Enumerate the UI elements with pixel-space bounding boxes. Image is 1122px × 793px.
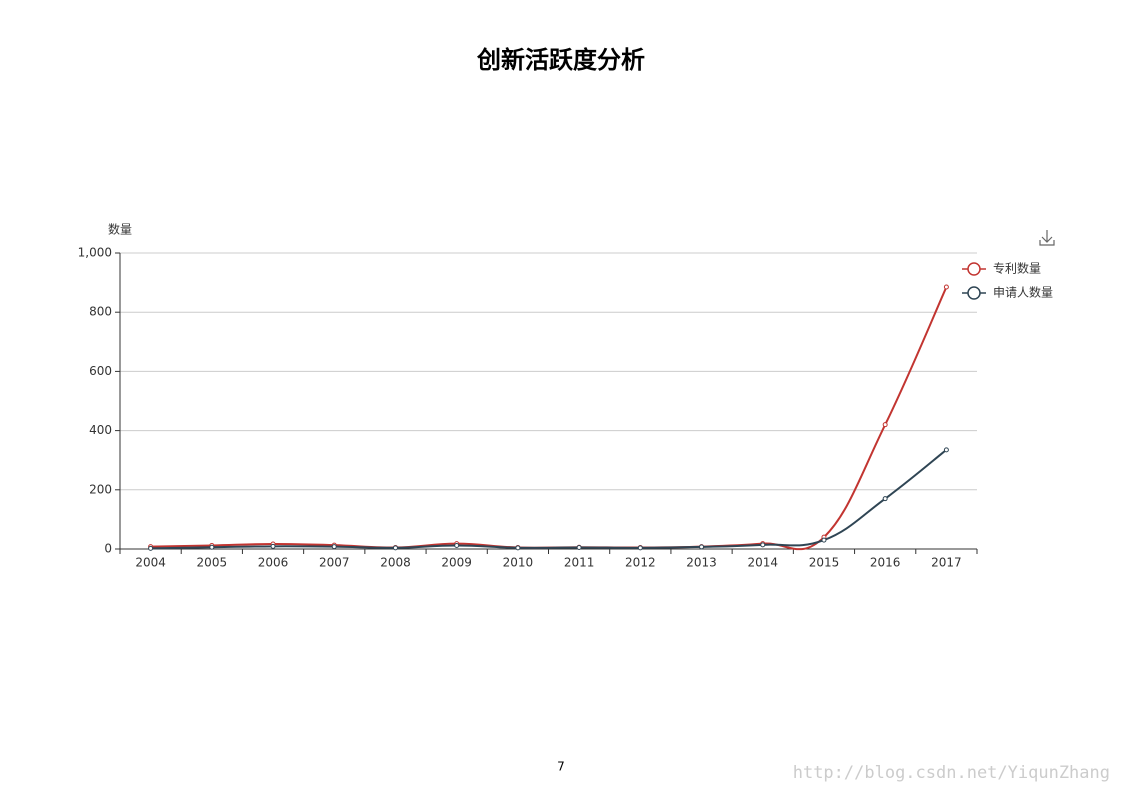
data-point [209, 544, 215, 550]
data-point [392, 545, 398, 551]
y-tick-label: 400 [89, 423, 112, 437]
data-point [821, 537, 827, 543]
x-tick-label: 2006 [258, 556, 289, 570]
x-tick-label: 2014 [747, 556, 778, 570]
legend-label[interactable]: 专利数量 [993, 261, 1041, 276]
download-glyph[interactable] [1039, 230, 1055, 246]
y-tick-label: 1,000 [78, 246, 112, 260]
y-tick-label: 200 [89, 482, 112, 496]
data-point [882, 496, 888, 502]
data-point [943, 284, 949, 290]
x-tick-label: 2007 [319, 556, 350, 570]
series-line [150, 286, 948, 551]
data-point [760, 542, 766, 548]
data-point [882, 422, 888, 428]
legend-label[interactable]: 申请人数量 [993, 285, 1053, 300]
x-tick-label: 2015 [809, 556, 840, 570]
x-tick-label: 2009 [441, 556, 472, 570]
data-point [148, 545, 154, 551]
data-point [576, 545, 582, 551]
x-tick-label: 2017 [931, 556, 962, 570]
x-tick-label: 2016 [870, 556, 901, 570]
x-tick-label: 2012 [625, 556, 656, 570]
x-tick-label: 2010 [503, 556, 534, 570]
data-point [270, 543, 276, 549]
y-tick-label: 0 [104, 542, 112, 556]
download-icon[interactable] [1039, 230, 1055, 246]
x-tick-label: 2005 [197, 556, 228, 570]
page-number: 7 [557, 760, 565, 774]
data-point [637, 545, 643, 551]
data-point [943, 447, 949, 453]
legend-marker[interactable] [967, 286, 981, 300]
x-tick-label: 2008 [380, 556, 411, 570]
x-tick-label: 2011 [564, 556, 595, 570]
x-tick-label: 2013 [686, 556, 717, 570]
data-point [699, 544, 705, 550]
data-point [331, 544, 337, 550]
x-tick-label: 2004 [135, 556, 166, 570]
chart-title: 创新活跃度分析 [476, 46, 645, 74]
legend-marker[interactable] [967, 262, 981, 276]
watermark: http://blog.csdn.net/YiqunZhang [793, 763, 1110, 783]
y-axis-name: 数量 [108, 222, 132, 237]
y-tick-label: 800 [89, 305, 112, 319]
data-point [515, 545, 521, 551]
data-point [454, 542, 460, 548]
y-tick-label: 600 [89, 364, 112, 378]
